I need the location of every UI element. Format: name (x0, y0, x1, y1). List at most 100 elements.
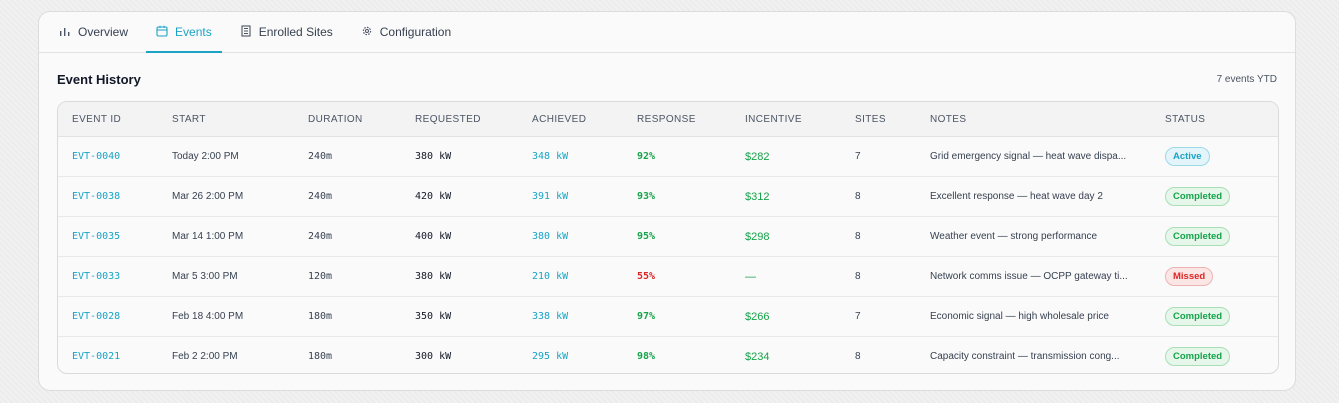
col-header-duration[interactable]: DURATION (294, 102, 401, 137)
status-cell: Completed (1151, 296, 1278, 337)
incentive-cell: $298 (731, 216, 841, 257)
notes-cell: Network comms issue — OCPP gateway ti... (916, 256, 1151, 297)
col-header-status[interactable]: STATUS (1151, 102, 1278, 137)
table-row[interactable]: EVT-0033 Mar 5 3:00 PM 120m 380 kW 210 k… (58, 256, 1278, 297)
tab-events[interactable]: Events (142, 12, 226, 53)
status-badge: Completed (1165, 307, 1231, 326)
notes-cell: Grid emergency signal — heat wave dispa.… (916, 136, 1151, 177)
event-id-link[interactable]: EVT-0033 (58, 256, 158, 297)
status-cell: Active (1151, 136, 1278, 177)
tab-configuration[interactable]: Configuration (347, 12, 465, 52)
col-header-incentive[interactable]: INCENTIVE (731, 102, 841, 137)
requested-cell: 400 kW (401, 216, 518, 257)
sites-cell: 8 (855, 351, 861, 362)
incentive-cell: $266 (731, 296, 841, 337)
sites-cell: 7 (841, 136, 916, 177)
col-header-event-id[interactable]: EVENT ID (58, 102, 158, 137)
response-cell: 55% (623, 256, 731, 297)
notes-cell: Economic signal — high wholesale price (916, 296, 1151, 337)
achieved-cell: 348 kW (518, 136, 623, 177)
status-cell: Completed (1151, 176, 1278, 217)
event-id-link[interactable]: EVT-0040 (58, 136, 158, 177)
duration-cell: 180m (294, 296, 401, 337)
status-cell: Completed (1151, 337, 1278, 374)
sites-cell: 8 (841, 256, 916, 297)
status-cell: Missed (1151, 256, 1278, 297)
event-id-link[interactable]: EVT-0035 (58, 216, 158, 257)
requested-cell: 420 kW (401, 176, 518, 217)
table-row[interactable]: EVT-0038 Mar 26 2:00 PM 240m 420 kW 391 … (58, 176, 1278, 217)
event-id-link[interactable]: EVT-0021 (72, 351, 121, 362)
incentive-cell: $234 (745, 350, 770, 363)
achieved-cell: 210 kW (518, 256, 623, 297)
section-title: Event History (57, 71, 141, 87)
table-row[interactable]: EVT-0040 Today 2:00 PM 240m 380 kW 348 k… (58, 136, 1278, 177)
event-id-link[interactable]: EVT-0038 (58, 176, 158, 217)
incentive-cell: — (731, 256, 841, 297)
achieved-cell: 391 kW (518, 176, 623, 217)
duration-cell: 240m (294, 216, 401, 257)
tab-overview[interactable]: Overview (45, 12, 142, 52)
col-header-response[interactable]: RESPONSE (623, 102, 731, 137)
col-header-achieved[interactable]: ACHIEVED (518, 102, 623, 137)
status-badge: Completed (1165, 227, 1231, 246)
requested-cell: 300 kW (415, 351, 452, 362)
sites-cell: 7 (841, 296, 916, 337)
requested-cell: 350 kW (401, 296, 518, 337)
response-cell: 95% (623, 216, 731, 257)
table-row[interactable]: EVT-0028 Feb 18 4:00 PM 180m 350 kW 338 … (58, 296, 1278, 337)
start-cell: Mar 14 1:00 PM (158, 216, 294, 257)
requested-cell: 380 kW (401, 136, 518, 177)
col-header-sites[interactable]: SITES (841, 102, 916, 137)
section-header: Event History 7 events YTD (39, 53, 1295, 105)
events-table: EVENT ID START DURATION REQUESTED ACHIEV… (58, 102, 1278, 374)
start-cell: Feb 2 2:00 PM (172, 351, 238, 362)
tab-label: Events (175, 25, 212, 39)
achieved-cell: 338 kW (518, 296, 623, 337)
tab-label: Overview (78, 25, 129, 39)
start-cell: Mar 5 3:00 PM (158, 256, 294, 297)
status-badge: Completed (1165, 347, 1231, 366)
event-history-card: Overview Events Enrolled Sites Configura… (38, 11, 1296, 391)
achieved-cell: 380 kW (518, 216, 623, 257)
tab-label: Enrolled Sites (258, 25, 333, 39)
incentive-cell: $282 (731, 136, 841, 177)
duration-cell: 180m (308, 351, 333, 362)
gear-icon (361, 25, 373, 40)
building-icon (240, 24, 252, 40)
bar-chart-icon (59, 25, 71, 40)
tab-bar: Overview Events Enrolled Sites Configura… (39, 12, 1295, 53)
start-cell: Feb 18 4:00 PM (158, 296, 294, 337)
table-header-row: EVENT ID START DURATION REQUESTED ACHIEV… (58, 102, 1278, 137)
requested-cell: 380 kW (401, 256, 518, 297)
incentive-cell: $312 (731, 176, 841, 217)
response-cell: 98% (637, 351, 656, 362)
col-header-start[interactable]: START (158, 102, 294, 137)
event-id-link[interactable]: EVT-0028 (58, 296, 158, 337)
response-cell: 97% (623, 296, 731, 337)
table-row[interactable]: EVT-0021 Feb 2 2:00 PM 180m 300 kW 295 k… (58, 337, 1278, 374)
col-header-requested[interactable]: REQUESTED (401, 102, 518, 137)
status-cell: Completed (1151, 216, 1278, 257)
table-row[interactable]: EVT-0035 Mar 14 1:00 PM 240m 400 kW 380 … (58, 216, 1278, 257)
col-header-notes[interactable]: NOTES (916, 102, 1151, 137)
calendar-icon (156, 25, 168, 40)
duration-cell: 240m (294, 176, 401, 217)
duration-cell: 240m (294, 136, 401, 177)
notes-cell: Capacity constraint — transmission cong.… (930, 351, 1120, 362)
tab-enrolled-sites[interactable]: Enrolled Sites (226, 12, 347, 52)
notes-cell: Weather event — strong performance (916, 216, 1151, 257)
duration-cell: 120m (294, 256, 401, 297)
status-badge: Active (1165, 147, 1210, 166)
response-cell: 92% (623, 136, 731, 177)
start-cell: Today 2:00 PM (158, 136, 294, 177)
events-count: 7 events YTD (1216, 73, 1277, 85)
tab-label: Configuration (379, 25, 452, 39)
notes-cell: Excellent response — heat wave day 2 (916, 176, 1151, 217)
achieved-cell: 295 kW (532, 351, 569, 362)
events-table-container: EVENT ID START DURATION REQUESTED ACHIEV… (57, 101, 1279, 374)
sites-cell: 8 (841, 216, 916, 257)
status-badge: Missed (1165, 267, 1214, 286)
response-cell: 93% (623, 176, 731, 217)
sites-cell: 8 (841, 176, 916, 217)
